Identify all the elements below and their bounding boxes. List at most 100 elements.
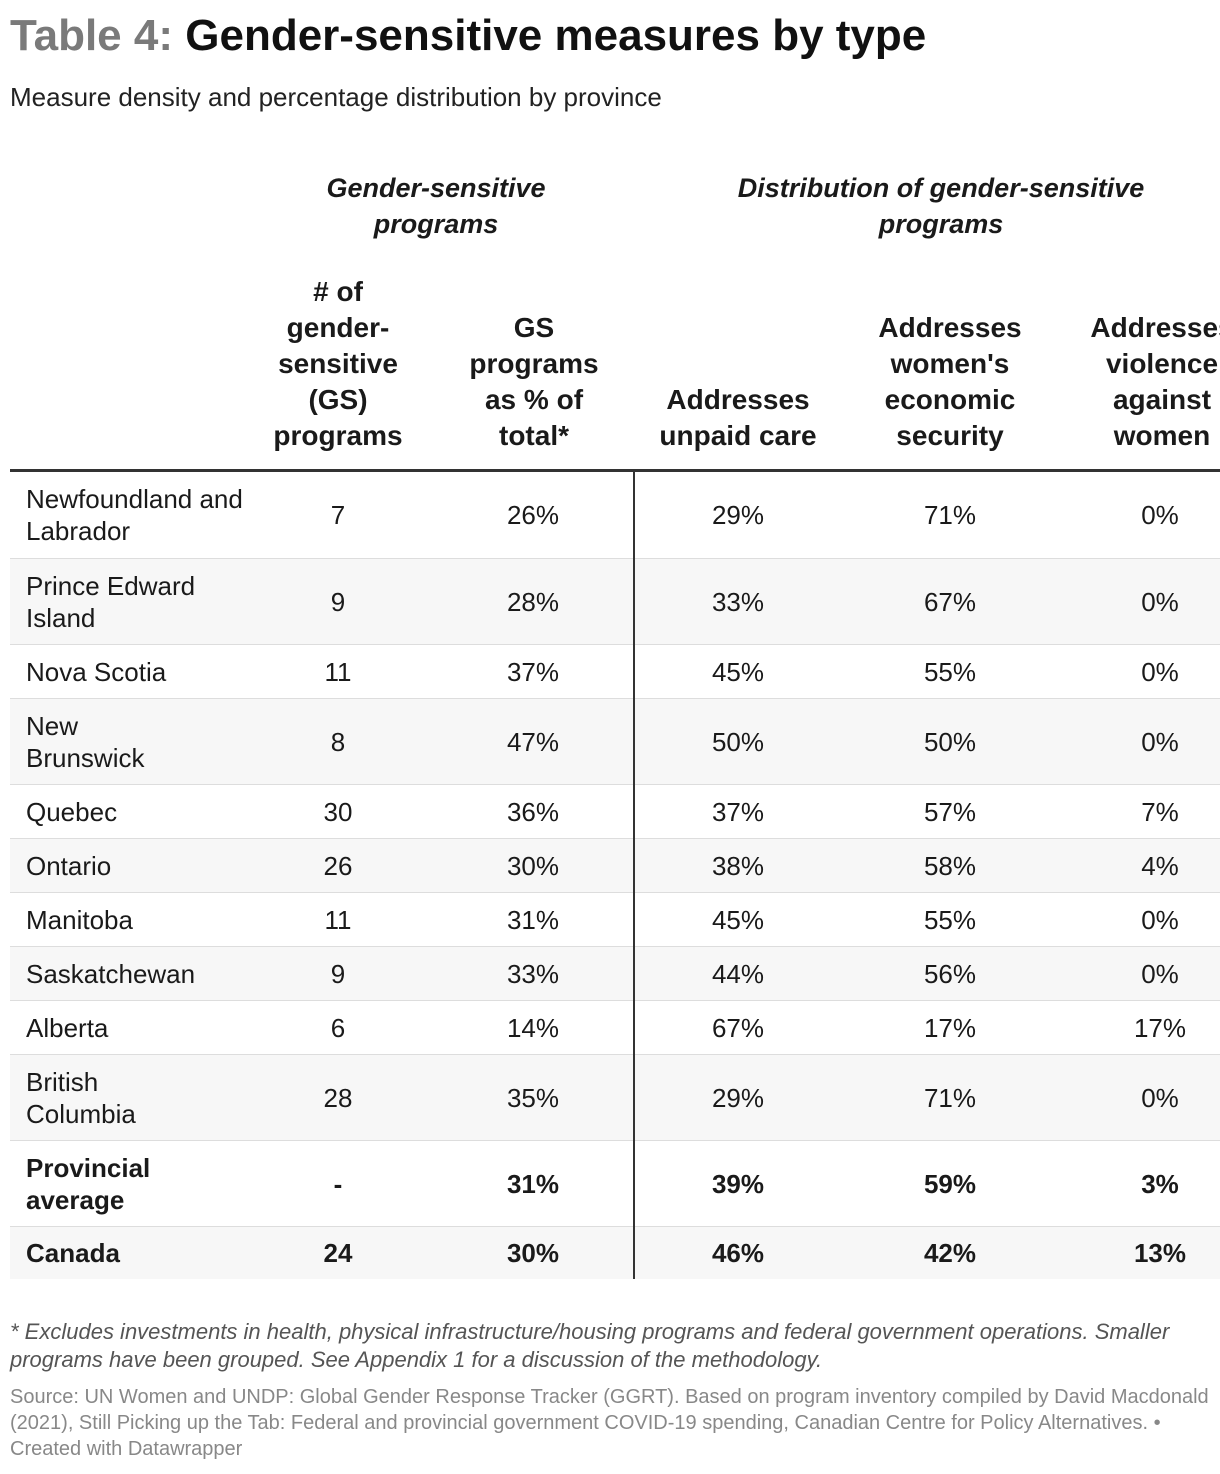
data-table: Newfoundland and Labrador 7 26% 29% 71% … [10,472,1220,1279]
cell-count: 9 [330,958,346,989]
cell-pct-total: 37% [506,656,560,687]
table-row: Newfoundland and Labrador 7 26% 29% 71% … [10,472,1220,559]
cell-violence: 7% [1141,796,1179,827]
row-label: Canada [26,1238,120,1268]
cell-unpaid-care: 29% [711,500,765,530]
cell-count: 9 [330,586,346,617]
table-row: British Columbia 28 35% 29% 71% 0% [10,1055,1220,1141]
table-row: Manitoba 11 31% 45% 55% 0% [10,893,1220,947]
cell-economic-security: 56% [923,958,977,989]
cell-economic-security: 55% [923,904,977,935]
cell-economic-security: 59% [923,1168,977,1199]
cell-violence: 13% [1133,1238,1187,1268]
table-row: Nova Scotia 11 37% 45% 55% 0% [10,645,1220,699]
cell-violence: 0% [1141,586,1179,617]
cell-count: 11 [324,904,352,935]
cell-violence: 17% [1133,1012,1187,1043]
cell-count: 8 [330,726,346,757]
cell-pct-total: 30% [506,850,560,881]
column-header-economic-security[interactable]: Addresses women's economic security [878,312,1022,451]
cell-unpaid-care: 29% [711,1082,765,1113]
cell-pct-total: 31% [506,904,560,935]
cell-count: - [333,1168,343,1199]
cell-pct-total: 26% [506,500,560,530]
cell-pct-total: 31% [506,1168,560,1199]
cell-pct-total: 14% [506,1012,560,1043]
cell-unpaid-care: 37% [711,796,765,827]
cell-unpaid-care: 45% [711,656,765,687]
row-label: Nova Scotia [26,656,167,687]
cell-economic-security: 42% [923,1238,977,1268]
cell-violence: 0% [1141,726,1179,757]
cell-violence: 0% [1141,958,1179,989]
cell-unpaid-care: 46% [711,1238,765,1268]
cell-pct-total: 28% [506,586,560,617]
cell-unpaid-care: 33% [711,586,765,617]
cell-pct-total: 47% [506,726,560,757]
row-label: Newfoundland and Labrador [26,484,243,546]
table-row: Saskatchewan 9 33% 44% 56% 0% [10,947,1220,1001]
table-row: Ontario 26 30% 38% 58% 4% [10,839,1220,893]
table-row: Alberta 6 14% 67% 17% 17% [10,1001,1220,1055]
table-subtitle: Measure density and percentage distribut… [10,82,662,112]
row-label: Alberta [26,1012,109,1043]
cell-economic-security: 55% [923,656,977,687]
cell-pct-total: 33% [506,958,560,989]
cell-unpaid-care: 38% [711,850,765,881]
cell-violence: 0% [1141,500,1179,530]
table-row: Quebec 30 36% 37% 57% 7% [10,785,1220,839]
cell-pct-total: 35% [506,1082,560,1113]
table-row-canada: Canada 24 30% 46% 42% 13% [10,1227,1220,1279]
row-label: Prince Edward Island [26,570,196,633]
cell-unpaid-care: 67% [711,1012,765,1043]
group-header-distribution: Distribution of gender-sensitive program… [737,173,1145,239]
cell-unpaid-care: 39% [711,1168,765,1199]
cell-count: 7 [330,500,346,530]
title-prefix: Table 4: [10,11,174,60]
row-label: Quebec [26,796,118,827]
cell-violence: 0% [1141,656,1179,687]
table-row: Prince Edward Island 9 28% 33% 67% 0% [10,559,1220,645]
table-title: Table 4: Gender-sensitive measures by ty… [10,10,926,62]
footnote: * Excludes investments in health, physic… [10,1319,1170,1372]
cell-count: 30 [323,796,353,827]
cell-unpaid-care: 50% [711,726,765,757]
source-note: Source: UN Women and UNDP: Global Gender… [10,1386,1209,1460]
cell-pct-total: 36% [506,796,560,827]
cell-violence: 0% [1141,1082,1179,1113]
row-label: Ontario [26,850,112,881]
cell-violence: 4% [1141,850,1179,881]
cell-unpaid-care: 45% [711,904,765,935]
cell-count: 28 [323,1082,353,1113]
group-divider [633,472,635,1279]
cell-violence: 3% [1141,1168,1179,1199]
cell-economic-security: 71% [923,1082,977,1113]
row-label: Manitoba [26,904,133,935]
group-header-gs-programs: Gender-sensitive programs [326,173,546,239]
row-label: Provincial average [26,1152,151,1215]
cell-economic-security: 58% [923,850,977,881]
cell-unpaid-care: 44% [711,958,765,989]
column-header-pct-total[interactable]: GS programs as % of total* [469,312,599,451]
cell-count: 26 [323,850,353,881]
table-row-provincial-average: Provincial average - 31% 39% 59% 3% [10,1141,1220,1227]
cell-economic-security: 67% [923,586,977,617]
row-label: New Brunswick [26,710,145,773]
table-row: New Brunswick 8 47% 50% 50% 0% [10,699,1220,785]
column-header-violence[interactable]: Addresses violence against women [1090,312,1220,451]
cell-violence: 0% [1141,904,1179,935]
column-header-count[interactable]: # of gender-sensitive (GS) programs [273,276,403,451]
row-label: Saskatchewan [26,958,196,989]
header-rule [10,469,1220,472]
cell-count: 6 [330,1012,346,1043]
column-header-unpaid-care[interactable]: Addresses unpaid care [659,384,817,451]
cell-pct-total: 30% [506,1238,560,1268]
cell-count: 11 [324,656,352,687]
title-main: Gender-sensitive measures by type [185,11,927,60]
cell-count: 24 [323,1238,353,1268]
cell-economic-security: 50% [923,726,977,757]
row-label: British Columbia [26,1066,136,1129]
cell-economic-security: 71% [923,500,977,530]
cell-economic-security: 17% [923,1012,977,1043]
cell-economic-security: 57% [923,796,977,827]
